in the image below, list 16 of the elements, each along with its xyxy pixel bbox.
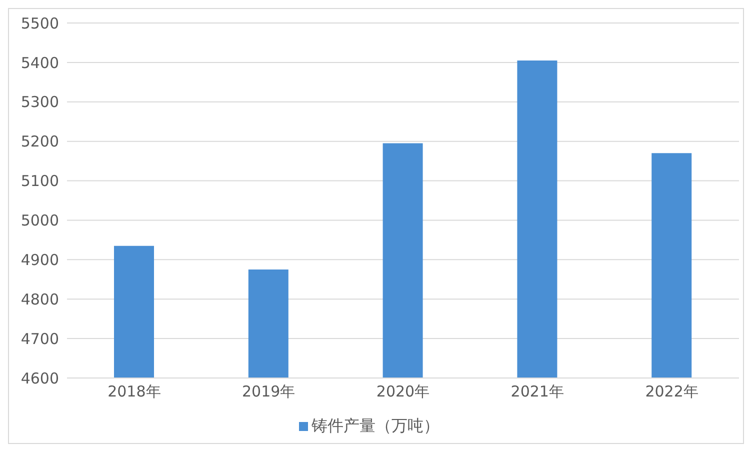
y-tick-label: 5400 <box>20 54 59 72</box>
y-tick-label: 5500 <box>20 14 59 32</box>
y-tick-label: 5300 <box>20 93 59 112</box>
y-tick-label: 4900 <box>20 250 59 269</box>
y-tick-label: 4800 <box>20 290 59 308</box>
y-tick-label: 5000 <box>20 212 59 230</box>
x-tick-label: 2022年 <box>645 382 698 401</box>
x-tick-label: 2019年 <box>242 382 296 401</box>
y-tick-label: 4700 <box>20 330 59 348</box>
y-tick-label: 4600 <box>20 369 59 388</box>
y-tick-label: 5100 <box>20 172 59 190</box>
x-tick-label: 2021年 <box>510 382 564 401</box>
x-tick-label: 2018年 <box>108 382 161 401</box>
legend-label: 铸件产量（万吨） <box>312 416 440 435</box>
x-tick-label: 2020年 <box>376 382 430 401</box>
y-tick-label: 5200 <box>20 132 59 151</box>
